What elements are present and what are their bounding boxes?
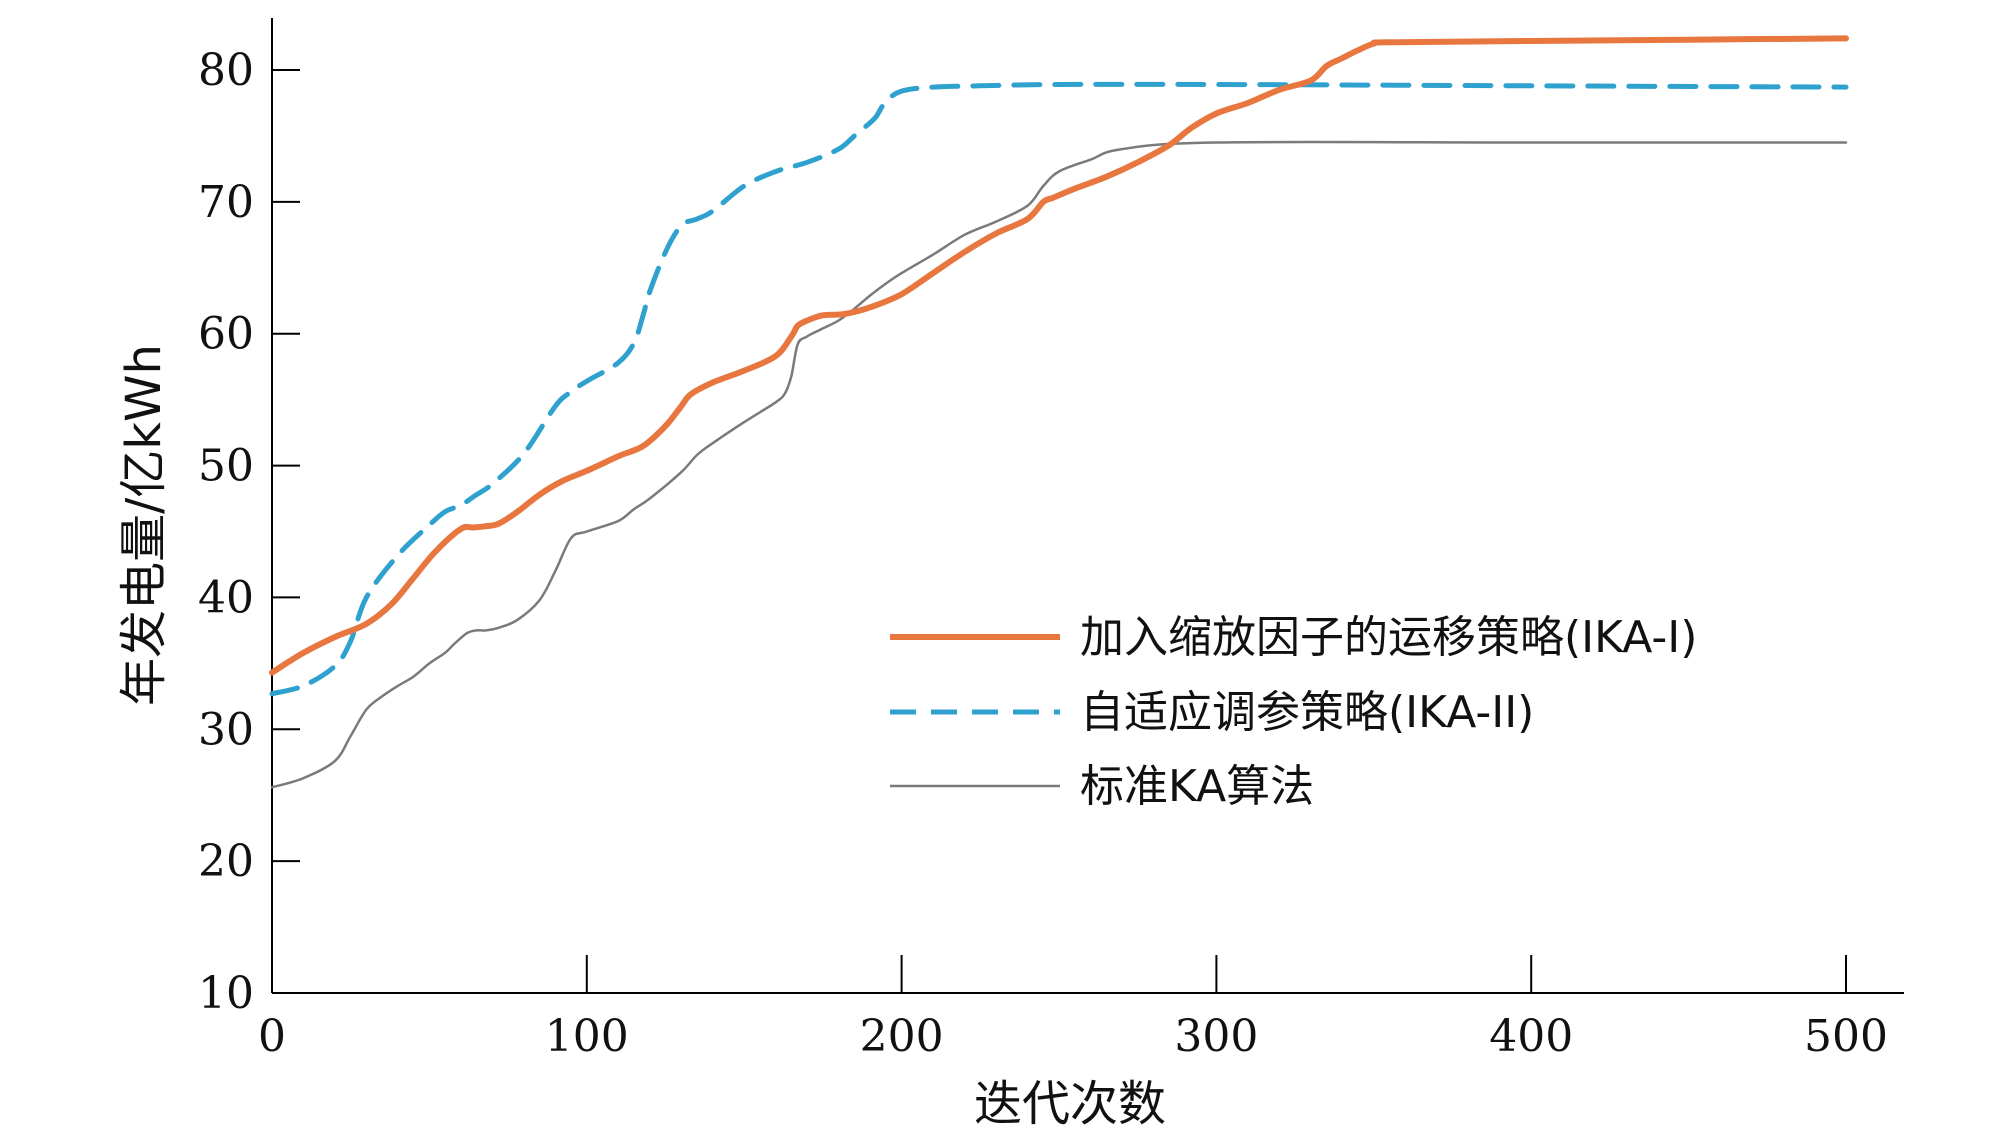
y-tick-label: 10 [198, 968, 254, 1019]
legend-label-ika-i: 加入缩放因子的运移策略(IKA-I) [1080, 612, 1697, 663]
y-tick-label: 70 [198, 177, 254, 228]
x-tick-label: 100 [545, 1011, 629, 1062]
x-axis-ticks: 0 100 200 300 400 500 [258, 955, 1888, 1062]
x-tick-label: 300 [1174, 1011, 1258, 1062]
y-tick-label: 30 [198, 704, 254, 755]
series-line-ika-i [269, 35, 1849, 676]
x-tick-label: 400 [1489, 1011, 1573, 1062]
x-axis-title: 迭代次数 [974, 1076, 1166, 1132]
x-tick-label: 0 [258, 1011, 286, 1062]
series-line-standard-ka [270, 140, 1848, 789]
y-tick-label: 40 [198, 572, 254, 623]
axes [271, 18, 1904, 994]
y-tick-label: 50 [198, 441, 254, 492]
y-axis-title: 年发电量/亿kWh [116, 344, 172, 706]
legend-label-standard-ka: 标准KA算法 [1080, 761, 1314, 812]
y-axis-ticks: 10 20 30 40 50 60 70 80 [198, 45, 300, 1019]
y-tick-label: 80 [198, 45, 254, 96]
y-tick-label: 60 [198, 309, 254, 360]
legend: 加入缩放因子的运移策略(IKA-I) 自适应调参策略(IKA-II) 标准KA算… [890, 612, 1697, 812]
y-tick-label: 20 [198, 836, 254, 887]
x-tick-label: 200 [860, 1011, 944, 1062]
series-line-ika-ii [269, 81, 1849, 697]
series-layer [269, 35, 1849, 789]
legend-label-ika-ii: 自适应调参策略(IKA-II) [1080, 687, 1534, 738]
x-tick-label: 500 [1804, 1011, 1888, 1062]
